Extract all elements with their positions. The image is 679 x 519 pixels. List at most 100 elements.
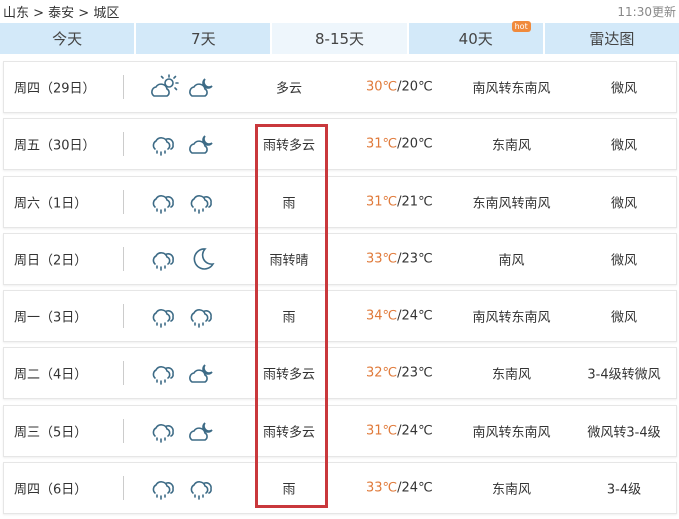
update-time: 11:30更新 bbox=[617, 4, 676, 19]
wind-level: 微风 bbox=[610, 81, 637, 97]
weather-desc: 雨转多云 bbox=[262, 367, 315, 383]
forecast-row: 周六（1日） 雨 31℃/21℃ 东南风转南风 微风 bbox=[3, 175, 677, 228]
wind-direction: 东南风转南风 bbox=[472, 196, 551, 212]
weather-icons bbox=[149, 131, 217, 157]
weather-desc: 多云 bbox=[275, 81, 302, 97]
temp-high: 31℃ bbox=[366, 136, 398, 152]
temp-high: 33℃ bbox=[366, 251, 398, 267]
wind-direction: 南风 bbox=[498, 253, 525, 269]
date: 周日（2日） bbox=[14, 253, 88, 269]
wind-direction: 南风转东南风 bbox=[472, 310, 551, 326]
divider bbox=[123, 132, 124, 157]
weather-icons bbox=[149, 189, 217, 215]
temperature: 30℃/20℃ bbox=[366, 80, 433, 95]
partly-cloudy-night-icon bbox=[189, 364, 213, 384]
temperature: 32℃/23℃ bbox=[366, 366, 433, 381]
rain-icon bbox=[152, 481, 174, 500]
temp-high: 31℃ bbox=[366, 423, 398, 439]
forecast-row: 周四（29日） 多云 30℃/20℃ 南风转东南风 微风 bbox=[3, 61, 677, 113]
weather-desc: 雨 bbox=[282, 310, 296, 326]
rain-icon bbox=[190, 481, 212, 500]
highlight-box bbox=[255, 124, 328, 508]
temp-high: 30℃ bbox=[366, 79, 398, 95]
wind-level: 3-4级转微风 bbox=[587, 367, 661, 383]
weather-icons bbox=[149, 418, 217, 444]
date: 周四（29日） bbox=[14, 81, 96, 97]
rain-icon bbox=[152, 366, 174, 386]
wind-level: 微风 bbox=[610, 310, 637, 326]
wind-level: 微风 bbox=[610, 138, 637, 154]
divider bbox=[123, 246, 124, 271]
wind-level: 微风 bbox=[610, 253, 637, 269]
temp-low: /21℃ bbox=[397, 194, 433, 210]
temp-high: 33℃ bbox=[366, 480, 398, 496]
temperature: 31℃/20℃ bbox=[366, 137, 433, 152]
temp-low: /23℃ bbox=[397, 365, 433, 381]
temperature: 33℃/23℃ bbox=[366, 251, 433, 266]
temp-high: 31℃ bbox=[366, 194, 398, 210]
temperature: 33℃/24℃ bbox=[366, 481, 433, 496]
wind-direction: 东南风 bbox=[491, 367, 531, 383]
temperature: 31℃/24℃ bbox=[366, 423, 433, 438]
hot-badge: hot bbox=[511, 21, 531, 32]
rain-icon bbox=[152, 309, 174, 328]
forecast-row: 周一（3日） 雨 34℃/24℃ 南风转东南风 微风 bbox=[3, 290, 677, 343]
tab-1[interactable]: 7天 bbox=[136, 23, 271, 54]
divider bbox=[123, 418, 124, 443]
weather-desc: 雨转多云 bbox=[262, 425, 315, 441]
divider bbox=[123, 361, 124, 386]
weather-desc: 雨 bbox=[282, 196, 296, 212]
wind-direction: 东南风 bbox=[491, 138, 531, 154]
tab-4[interactable]: 雷达图 bbox=[544, 23, 679, 54]
temp-low: /24℃ bbox=[397, 423, 433, 439]
weather-desc: 雨转晴 bbox=[269, 253, 309, 269]
tab-3[interactable]: 40天 hot bbox=[408, 21, 543, 54]
moon-icon bbox=[193, 248, 215, 270]
forecast-row: 周日（2日） 雨转晴 33℃/23℃ 南风 微风 bbox=[3, 232, 677, 285]
wind-direction: 南风转东南风 bbox=[472, 425, 551, 441]
rain-icon bbox=[152, 137, 174, 157]
weather-icons bbox=[149, 360, 217, 386]
weather-desc: 雨转多云 bbox=[262, 138, 315, 154]
temp-high: 32℃ bbox=[366, 365, 398, 381]
rain-icon bbox=[152, 423, 174, 443]
divider bbox=[123, 304, 124, 329]
forecast-row: 周五（30日） 雨转多云 31℃/20℃ 东南风 微风 bbox=[3, 118, 677, 171]
temperature: 31℃/21℃ bbox=[366, 194, 433, 209]
wind-level: 微风 bbox=[610, 196, 637, 212]
date: 周四（6日） bbox=[14, 482, 88, 498]
partly-cloudy-night-icon bbox=[189, 422, 213, 441]
rain-icon bbox=[152, 194, 174, 214]
forecast-row: 周三（5日） 雨转多云 31℃/24℃ 南风转东南风 微风转3-4级 bbox=[3, 404, 677, 457]
rain-icon bbox=[190, 309, 212, 328]
forecast-tabs: 今天 7天 8-15天 40天 hot 雷达图 bbox=[0, 21, 679, 54]
forecast-row: 周二（4日） 雨转多云 32℃/23℃ 东南风 3-4级转微风 bbox=[3, 347, 677, 400]
divider bbox=[123, 476, 124, 501]
weather-icons bbox=[149, 74, 217, 100]
temp-low: /20℃ bbox=[397, 136, 433, 152]
partly-cloudy-night-icon bbox=[189, 135, 213, 155]
divider bbox=[123, 189, 124, 214]
wind-direction: 东南风 bbox=[491, 482, 531, 498]
wind-level: 微风转3-4级 bbox=[587, 425, 661, 441]
date: 周六（1日） bbox=[14, 196, 88, 212]
breadcrumb[interactable]: 山东 > 泰安 > 城区 bbox=[3, 5, 120, 21]
wind-level: 3-4级 bbox=[606, 482, 642, 498]
temp-low: /24℃ bbox=[397, 308, 433, 324]
tab-0[interactable]: 今天 bbox=[0, 23, 135, 54]
weather-desc: 雨 bbox=[282, 482, 296, 498]
forecast-row: 周四（6日） 雨 33℃/24℃ 东南风 3-4级 bbox=[3, 462, 677, 515]
rain-icon bbox=[190, 194, 212, 214]
partly-cloudy-night-icon bbox=[189, 78, 213, 97]
partly-cloudy-day-icon bbox=[151, 74, 179, 97]
wind-direction: 南风转东南风 bbox=[472, 81, 551, 97]
date: 周五（30日） bbox=[14, 138, 96, 154]
rain-icon bbox=[152, 251, 174, 271]
temp-low: /23℃ bbox=[397, 251, 433, 267]
temp-low: /24℃ bbox=[397, 480, 433, 496]
tab-2[interactable]: 8-15天 bbox=[272, 23, 407, 54]
divider bbox=[123, 75, 124, 99]
date: 周三（5日） bbox=[14, 425, 88, 441]
temp-low: /20℃ bbox=[397, 79, 433, 95]
temp-high: 34℃ bbox=[366, 308, 398, 324]
